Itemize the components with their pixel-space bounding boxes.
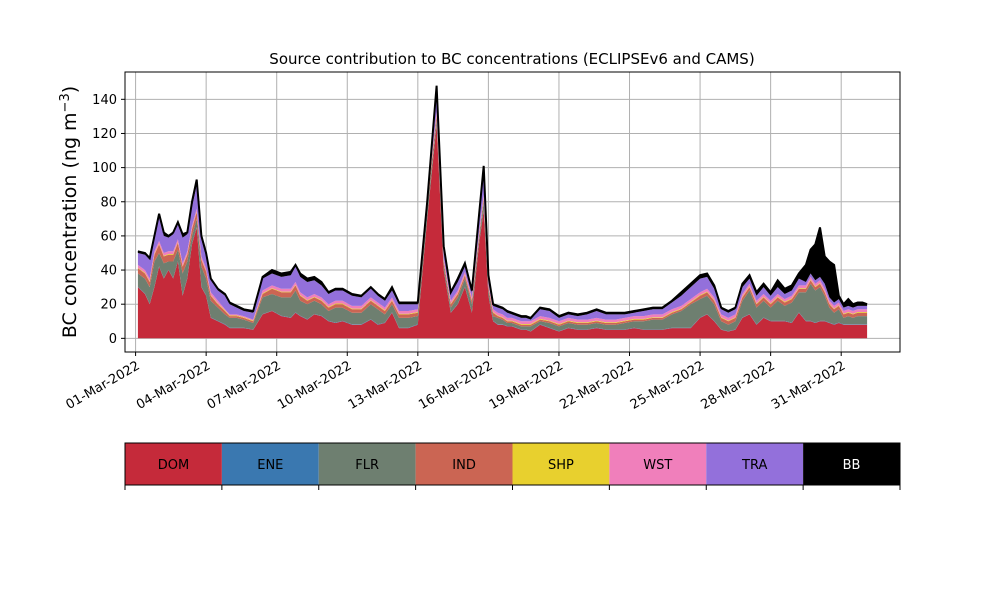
legend-label-tra: TRA	[741, 458, 767, 473]
legend-swatch-ene	[221, 443, 319, 485]
stacked-area-layer	[137, 85, 868, 339]
x-tick-label: 28-Mar-2022	[699, 358, 778, 412]
x-tick-label: 25-Mar-2022	[628, 358, 707, 412]
x-tick-label: 16-Mar-2022	[416, 358, 495, 412]
legend-swatch-bb	[803, 443, 900, 485]
legend-frame	[124, 442, 901, 486]
legend-swatch-wst	[609, 443, 707, 485]
y-tick-label: 40	[100, 264, 117, 279]
y-tick-label: 60	[100, 229, 117, 244]
y-axis: 0 20 40 60 80 100 120 140	[92, 93, 125, 347]
x-tick-label: 04-Mar-2022	[134, 358, 213, 412]
area-flr	[137, 119, 868, 332]
legend-swatch-flr	[318, 443, 416, 485]
y-tick-label: 0	[109, 332, 117, 347]
y-tick-label: 100	[92, 161, 117, 176]
y-tick-label: 80	[100, 195, 117, 210]
x-axis: 01-Mar-202204-Mar-202207-Mar-202210-Mar-…	[63, 352, 848, 413]
legend-label-flr: FLR	[355, 458, 379, 473]
y-axis-label-close: )	[59, 86, 81, 93]
x-tick-label: 10-Mar-2022	[275, 358, 354, 412]
total-outline	[137, 85, 868, 320]
legend-swatch-ind	[415, 443, 513, 485]
x-tick-label: 19-Mar-2022	[487, 358, 566, 412]
legend-label-bb: BB	[843, 458, 861, 473]
y-tick-label: 120	[92, 127, 117, 142]
legend-swatch-dom	[125, 443, 222, 485]
legend-swatch-tra	[706, 443, 804, 485]
legend-label-wst: WST	[643, 458, 672, 473]
legend-label-shp: SHP	[548, 458, 574, 473]
plot-frame	[124, 71, 901, 353]
x-tick-label: 01-Mar-2022	[63, 358, 142, 412]
y-axis-label-text: BC concentration (ng m	[59, 112, 81, 338]
chart-title: Source contribution to BC concentrations…	[269, 50, 754, 68]
x-tick-label: 13-Mar-2022	[346, 358, 425, 412]
x-tick-label: 07-Mar-2022	[205, 358, 284, 412]
legend-label-ind: IND	[452, 458, 476, 473]
y-tick-label: 140	[92, 93, 117, 108]
area-tra	[137, 90, 868, 322]
y-axis-label-exponent: −3	[58, 93, 73, 112]
legend-label-ene: ENE	[257, 458, 283, 473]
y-tick-label: 20	[100, 298, 117, 313]
legend-label-dom: DOM	[158, 458, 189, 473]
y-axis-label: BC concentration (ng m−3)	[58, 86, 81, 338]
x-tick-label: 22-Mar-2022	[557, 358, 636, 412]
area-bb	[137, 85, 868, 320]
legend-swatch-shp	[512, 443, 610, 485]
legend: DOM ENE FLR IND SHP WST TRA BB	[124, 442, 901, 490]
x-tick-label: 31-Mar-2022	[769, 358, 848, 412]
